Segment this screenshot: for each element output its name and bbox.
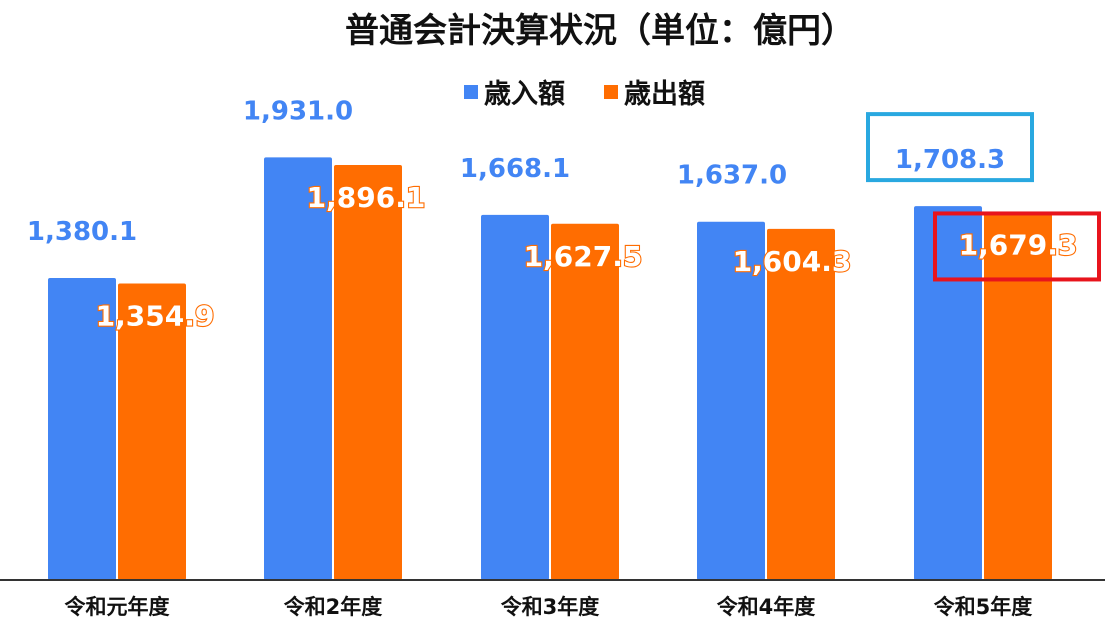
chart-title: 普通会計決算状況（単位：億円） bbox=[345, 11, 855, 51]
value-label-income-3: 1,668.1 bbox=[460, 154, 570, 184]
highlight-layer bbox=[866, 112, 1034, 183]
bar-expense-5 bbox=[984, 212, 1052, 581]
bar-expense-4 bbox=[767, 228, 835, 581]
bar-income-2 bbox=[264, 157, 332, 581]
legend-swatch-expense bbox=[604, 85, 618, 99]
value-label-income-5: 1,708.3 bbox=[895, 145, 1005, 175]
legend-label-income: 歳入額 bbox=[484, 79, 565, 110]
bars-layer bbox=[48, 157, 1052, 581]
bar-expense-3 bbox=[551, 223, 619, 580]
x-tick-label-5: 令和5年度 bbox=[934, 595, 1033, 619]
highlight-box-expense bbox=[933, 211, 1101, 282]
value-label-income-2: 1,931.0 bbox=[243, 96, 353, 126]
bar-income-4 bbox=[697, 221, 765, 581]
value-label-income-4: 1,637.0 bbox=[677, 161, 787, 191]
x-tick-label-3: 令和3年度 bbox=[501, 595, 600, 619]
highlight-box-income bbox=[866, 112, 1034, 183]
value-labels-layer: 1,380.1 1,354.9 1,931.0 1,896.1 1,668.1 1,627… bbox=[27, 96, 1101, 334]
bar-income-3 bbox=[481, 214, 549, 580]
x-tick-label-4: 令和4年度 bbox=[717, 595, 816, 619]
bar-income-1 bbox=[48, 277, 116, 580]
value-label-expense-5: 1,679.3 bbox=[959, 228, 1078, 261]
x-tick-labels: 令和元年度 令和2年度 令和3年度 令和4年度 令和5年度 bbox=[65, 595, 1033, 619]
bar-expense-2 bbox=[334, 165, 402, 581]
x-tick-label-1: 令和元年度 bbox=[65, 595, 170, 619]
value-label-expense-1: 1,354.9 bbox=[96, 299, 215, 332]
legend-label-expense: 歳出額 bbox=[624, 79, 705, 110]
legend-swatch-income bbox=[464, 85, 478, 99]
value-label-expense-2: 1,896.1 bbox=[307, 181, 426, 214]
value-label-expense-4: 1,604.3 bbox=[733, 245, 852, 278]
bar-expense-1 bbox=[118, 283, 186, 580]
value-label-expense-3: 1,627.5 bbox=[524, 240, 643, 273]
bar-income-5 bbox=[914, 206, 982, 581]
x-tick-label-2: 令和2年度 bbox=[284, 595, 383, 619]
legend: 歳入額 歳出額 bbox=[464, 79, 705, 110]
value-label-income-1: 1,380.1 bbox=[27, 217, 137, 247]
